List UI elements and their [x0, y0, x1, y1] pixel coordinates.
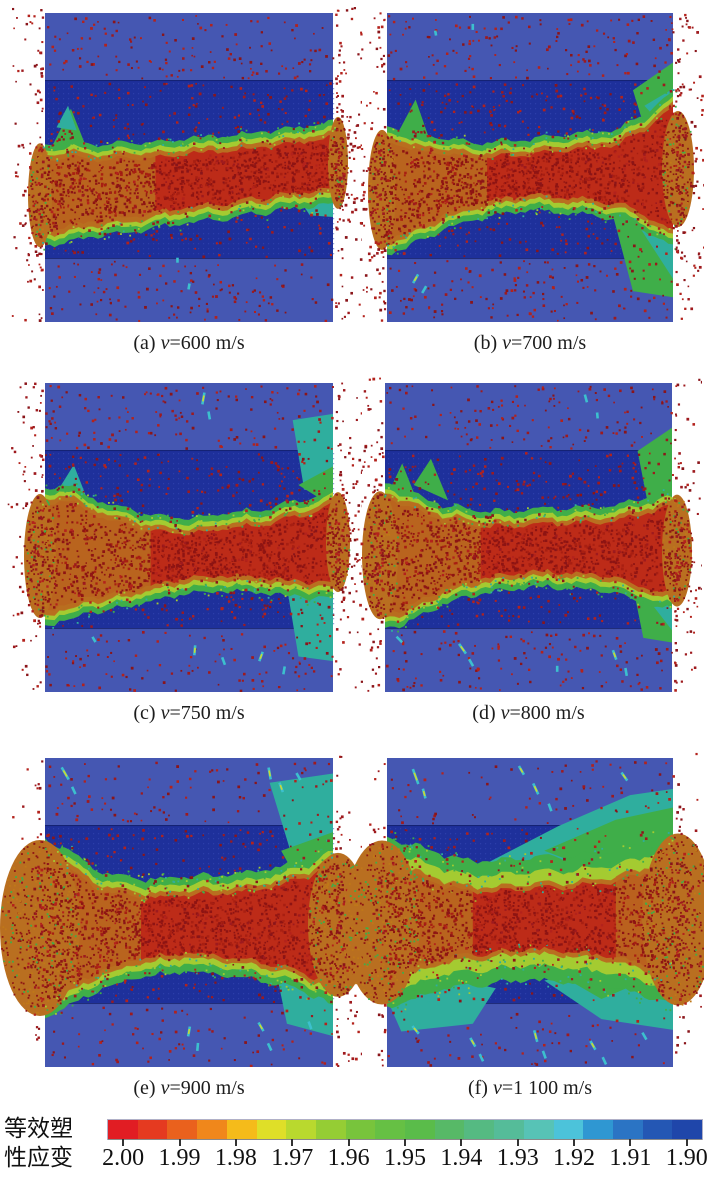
panel-a: (a) v=600 m/s: [0, 6, 362, 354]
colorbar-segment: [256, 1120, 287, 1139]
caption-index: (a): [133, 332, 161, 354]
caption-symbol: v: [492, 1077, 502, 1099]
colorbar-segment: [494, 1120, 524, 1139]
colorbar-tick: [264, 1139, 320, 1146]
panel-b: (b) v=700 m/s: [342, 6, 704, 354]
panel-c: (c) v=750 m/s: [0, 376, 362, 724]
colorbar-tick-label: 1.95: [383, 1145, 426, 1171]
caption-index: (c): [133, 702, 161, 724]
caption-symbol: v: [500, 702, 510, 724]
colorbar-segment: [523, 1120, 554, 1139]
colorbar-tick: [208, 1139, 264, 1146]
colorbar-tick-label: 2.00: [102, 1145, 145, 1171]
caption-value: =1 100 m/s: [501, 1077, 593, 1099]
panel-caption-b: (b) v=700 m/s: [387, 332, 673, 358]
simulation-image-e: [0, 751, 362, 1067]
simulation-image-d: [340, 376, 702, 692]
panel-caption-d: (d) v=800 m/s: [385, 702, 672, 728]
colorbar: 等效塑 性应变 2.00 1.99 1.98 1.97 1.96 1.95 1.94 1.93…: [0, 1112, 725, 1181]
colorbar-tick: [546, 1139, 602, 1146]
colorbar-title: 等效塑 性应变: [4, 1114, 73, 1172]
caption-symbol: v: [160, 702, 170, 724]
caption-index: (b): [473, 332, 503, 354]
colorbar-tick: [377, 1139, 433, 1146]
simulation-image-b: [342, 6, 704, 322]
colorbar-segment: [583, 1120, 613, 1139]
panel-f: (f) v=1 100 m/s: [342, 751, 704, 1099]
colorbar-segment: [286, 1120, 316, 1139]
colorbar-tick-label: 1.97: [271, 1145, 314, 1171]
colorbar-gradient: [107, 1119, 703, 1140]
colorbar-segment: [612, 1120, 643, 1139]
colorbar-segment: [553, 1120, 584, 1139]
colorbar-segment: [137, 1120, 168, 1139]
caption-value: =900 m/s: [169, 1077, 245, 1099]
colorbar-title-line1: 等效塑: [4, 1116, 73, 1141]
caption-symbol: v: [160, 332, 170, 354]
colorbar-segment: [315, 1120, 346, 1139]
colorbar-tick: [151, 1139, 207, 1146]
caption-index: (f): [467, 1077, 493, 1099]
colorbar-tick: [659, 1139, 715, 1146]
simulation-image-c: [0, 376, 362, 692]
colorbar-tick-label: 1.90: [665, 1145, 708, 1171]
caption-symbol: v: [502, 332, 512, 354]
colorbar-ticks: [95, 1139, 715, 1146]
colorbar-segment: [405, 1120, 435, 1139]
colorbar-segment: [108, 1120, 138, 1139]
panel-caption-a: (a) v=600 m/s: [45, 332, 333, 358]
simulation-image-a: [0, 6, 362, 322]
panel-caption-f: (f) v=1 100 m/s: [387, 1077, 673, 1103]
colorbar-segment: [642, 1120, 673, 1139]
colorbar-segment: [167, 1120, 198, 1139]
colorbar-segment: [672, 1120, 703, 1139]
colorbar-tick: [433, 1139, 489, 1146]
colorbar-tick: [490, 1139, 546, 1146]
colorbar-segment: [345, 1120, 376, 1139]
caption-index: (d): [472, 702, 501, 724]
colorbar-tick-label: 1.92: [553, 1145, 596, 1171]
caption-index: (e): [133, 1077, 161, 1099]
panel-e: (e) v=900 m/s: [0, 751, 362, 1099]
simulation-image-f: [342, 751, 704, 1067]
colorbar-tick: [602, 1139, 658, 1146]
colorbar-tick-label: 1.93: [496, 1145, 539, 1171]
caption-value: =750 m/s: [169, 702, 245, 724]
panel-d: (d) v=800 m/s: [340, 376, 702, 724]
caption-symbol: v: [160, 1077, 170, 1099]
colorbar-segment: [434, 1120, 465, 1139]
colorbar-tick-label: 1.96: [327, 1145, 370, 1171]
colorbar-tick-label: 1.98: [214, 1145, 257, 1171]
panel-caption-e: (e) v=900 m/s: [45, 1077, 333, 1103]
colorbar-segment: [226, 1120, 257, 1139]
colorbar-segment: [464, 1120, 495, 1139]
colorbar-title-line2: 性应变: [4, 1145, 73, 1170]
colorbar-segment: [375, 1120, 406, 1139]
colorbar-tick-label: 1.94: [440, 1145, 483, 1171]
colorbar-tick-labels: 2.00 1.99 1.98 1.97 1.96 1.95 1.94 1.93 1.92 1.91…: [95, 1145, 715, 1171]
colorbar-tick-label: 1.99: [158, 1145, 201, 1171]
colorbar-tick-label: 1.91: [609, 1145, 652, 1171]
colorbar-tick: [320, 1139, 376, 1146]
caption-value: =800 m/s: [509, 702, 585, 724]
panel-caption-c: (c) v=750 m/s: [45, 702, 333, 728]
caption-value: =700 m/s: [511, 332, 587, 354]
colorbar-segment: [197, 1120, 227, 1139]
colorbar-tick: [95, 1139, 151, 1146]
caption-value: =600 m/s: [169, 332, 245, 354]
